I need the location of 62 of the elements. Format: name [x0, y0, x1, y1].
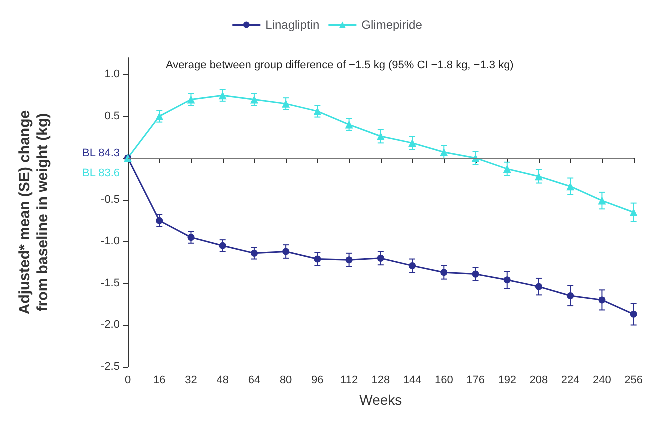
x-tick-label: 16 [153, 374, 166, 386]
point [598, 196, 606, 205]
x-tick-label: 128 [372, 374, 390, 386]
x-tick-label: 96 [312, 374, 324, 386]
y-tick-label: -2.5 [101, 361, 120, 373]
point [408, 139, 417, 148]
y-tick-label: 1.0 [104, 68, 120, 81]
annotation: BL 83.6 [82, 167, 120, 180]
point [598, 296, 606, 304]
point [630, 208, 638, 216]
point [440, 148, 448, 156]
x-tick-label: 48 [216, 374, 229, 386]
point [345, 120, 354, 129]
point [377, 254, 384, 262]
point [504, 276, 511, 284]
x-tick-label: 176 [466, 374, 485, 386]
point [187, 96, 196, 104]
annotation: BL 84.3 [82, 147, 120, 160]
point [376, 132, 385, 141]
point [630, 310, 638, 318]
point [346, 256, 353, 264]
point [188, 234, 195, 242]
annotation: Average between group difference of −1.5 kg (95% CI −1.8 kg, −1.3 kg) [166, 60, 514, 72]
x-tick-label: 240 [593, 374, 612, 386]
x-tick-label: 80 [280, 374, 292, 386]
point [567, 292, 574, 300]
x-tick-label: 0 [124, 374, 132, 386]
y-tick-label: -2.0 [101, 319, 120, 332]
point [314, 256, 322, 263]
x-tick-label: 112 [340, 374, 358, 386]
x-tick-label: 160 [434, 374, 454, 386]
point [282, 100, 290, 108]
y-tick-label: -1.0 [101, 236, 120, 248]
x-tick-label: 64 [248, 374, 261, 386]
point [250, 96, 258, 104]
point [218, 92, 227, 100]
x-tick-label: 192 [498, 374, 517, 386]
point [314, 107, 322, 116]
y-tick-label: -1.5 [101, 277, 120, 290]
point [535, 283, 542, 290]
point [472, 270, 480, 278]
point [156, 112, 164, 120]
x-tick-label: 144 [403, 374, 422, 386]
y-tick-label: -0.5 [101, 194, 120, 206]
x-tick-label: 32 [185, 374, 198, 386]
point [409, 262, 416, 270]
legend-label: Linagliptin [266, 18, 320, 32]
point [219, 242, 226, 250]
legend-label: Glimepiride [362, 18, 423, 32]
x-axis-title: Weeks [360, 392, 402, 408]
y-tick-label: 0.5 [104, 110, 120, 122]
point [566, 182, 575, 191]
x-tick-label: 256 [624, 374, 644, 386]
x-tick-label: 224 [561, 374, 580, 386]
point [282, 248, 290, 256]
x-tick-label: 208 [530, 374, 548, 386]
point [250, 250, 258, 257]
point [156, 217, 164, 224]
point [534, 172, 543, 181]
point [503, 165, 512, 174]
y-axis-title: Adjusted* mean (SE) change from baseline in weight (kg) [16, 110, 52, 315]
point [440, 269, 448, 276]
